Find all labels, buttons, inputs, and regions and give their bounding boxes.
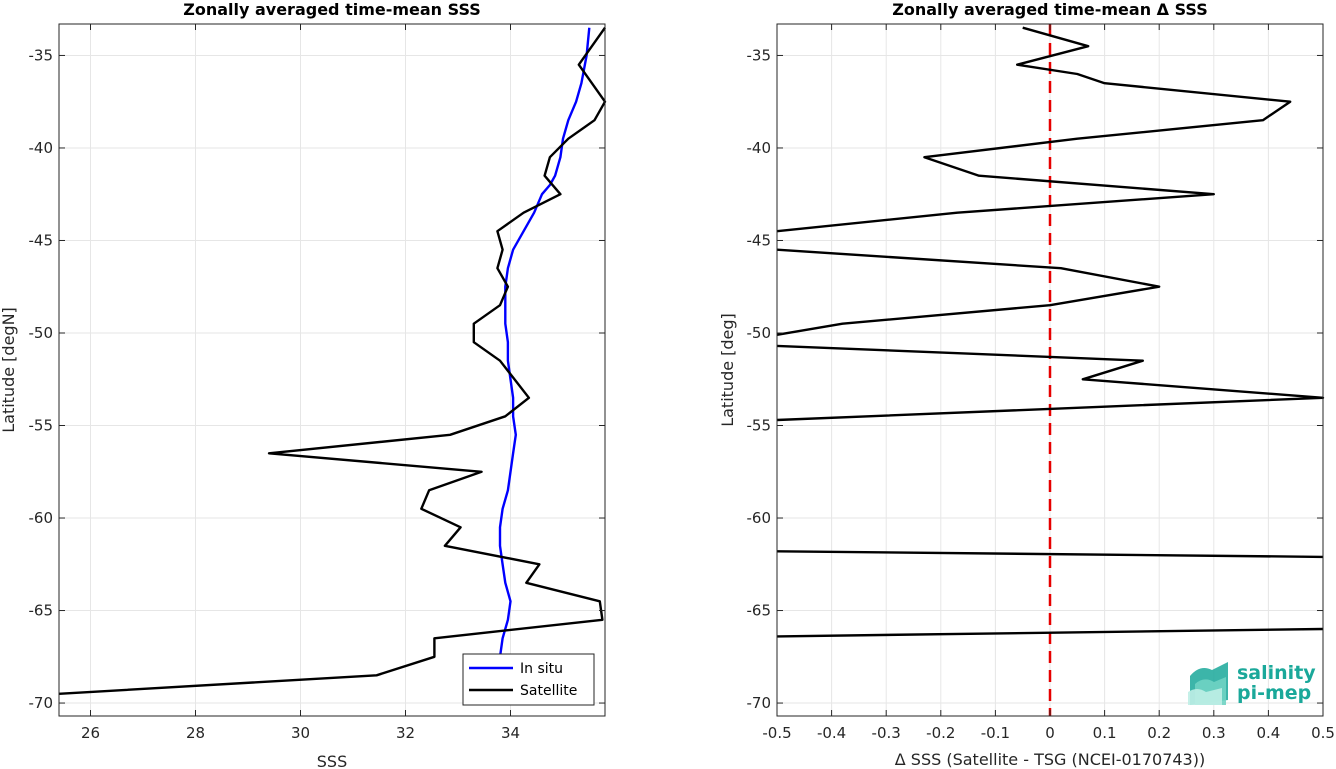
right-ticks: -0.5 -0.4 -0.3 -0.2 -0.1 0 0.1 0.2 0.3 0.4 0.5 -35 -… — [747, 24, 1335, 742]
left-x-tick-label: 30 — [291, 724, 310, 742]
right-y-tick-label: -45 — [747, 231, 772, 249]
right-y-tick-label: -60 — [747, 509, 772, 527]
legend-label-satellite: Satellite — [520, 683, 577, 699]
legend-box — [462, 653, 595, 706]
left-chart: Zonally averaged time-mean SSS 26 28 30 32 3… — [0, 0, 607, 769]
left-grid — [59, 24, 605, 716]
right-x-tick-label: -0.4 — [817, 724, 846, 742]
right-series-group — [776, 24, 1325, 716]
left-x-axis-label: SSS — [317, 752, 347, 769]
left-y-tick-label: -50 — [29, 324, 54, 342]
left-y-tick-label: -70 — [29, 694, 54, 712]
right-chart-title: Zonally averaged time-mean Δ SSS — [892, 0, 1208, 19]
right-y-tick-label: -50 — [747, 324, 772, 342]
right-series-segment-1 — [776, 26, 1292, 233]
right-x-tick-label: 0.4 — [1256, 724, 1280, 742]
right-y-axis-label: Latitude [deg] — [718, 313, 737, 427]
left-y-tick-label: -65 — [29, 602, 54, 620]
right-x-tick-label: -0.3 — [872, 724, 901, 742]
right-series-segment-2 — [776, 248, 1161, 336]
right-y-tick-label: -35 — [747, 46, 772, 64]
left-series-in-situ — [498, 27, 591, 706]
logo-text-salinity: salinity — [1237, 662, 1316, 684]
wave-logo-icon — [1188, 662, 1228, 705]
right-y-tick-label: -55 — [747, 417, 772, 435]
left-series-satellite — [58, 27, 607, 695]
legend: In situ Satellite — [462, 653, 595, 706]
logo-text-pi-mep: pi-mep — [1237, 682, 1311, 704]
left-x-tick-label: 32 — [396, 724, 415, 742]
left-chart-title: Zonally averaged time-mean SSS — [183, 0, 481, 19]
right-y-tick-label: -40 — [747, 139, 772, 157]
right-x-tick-label: -0.2 — [926, 724, 955, 742]
right-chart: Zonally averaged time-mean Δ SSS -0.5 -0.… — [718, 0, 1335, 769]
right-series-segment-5 — [776, 627, 1324, 638]
left-x-tick-label: 26 — [81, 724, 100, 742]
left-axes-frame — [58, 23, 606, 717]
right-x-tick-label: 0.2 — [1147, 724, 1171, 742]
left-y-axis-label: Latitude [degN] — [0, 307, 18, 433]
right-x-tick-label: 0.3 — [1202, 724, 1226, 742]
left-series-group — [58, 27, 607, 706]
salinity-pi-mep-logo: salinity pi-mep — [1188, 662, 1316, 705]
left-y-tick-label: -45 — [29, 231, 54, 249]
right-x-tick-label: -0.1 — [981, 724, 1010, 742]
left-x-tick-label: 28 — [186, 724, 205, 742]
left-y-tick-label: -35 — [29, 46, 54, 64]
right-y-tick-label: -65 — [747, 602, 772, 620]
right-x-tick-label: -0.5 — [762, 724, 791, 742]
left-y-tick-label: -55 — [29, 417, 54, 435]
right-x-tick-label: 0.1 — [1093, 724, 1117, 742]
right-x-axis-label: Δ SSS (Satellite - TSG (NCEI-0170743)) — [895, 750, 1205, 769]
right-series-segment-3 — [776, 344, 1325, 422]
left-x-tick-label: 34 — [501, 724, 520, 742]
left-y-tick-label: -60 — [29, 509, 54, 527]
left-y-tick-label: -40 — [29, 139, 54, 157]
right-series-segment-4 — [776, 550, 1324, 559]
right-y-tick-label: -70 — [747, 694, 772, 712]
right-x-tick-label: 0.5 — [1311, 724, 1335, 742]
right-x-tick-label: 0 — [1045, 724, 1055, 742]
left-ticks: 26 28 30 32 34 -35 -40 -45 -50 -55 -60 -65 -70 — [29, 24, 605, 742]
legend-label-in-situ: In situ — [520, 661, 563, 677]
